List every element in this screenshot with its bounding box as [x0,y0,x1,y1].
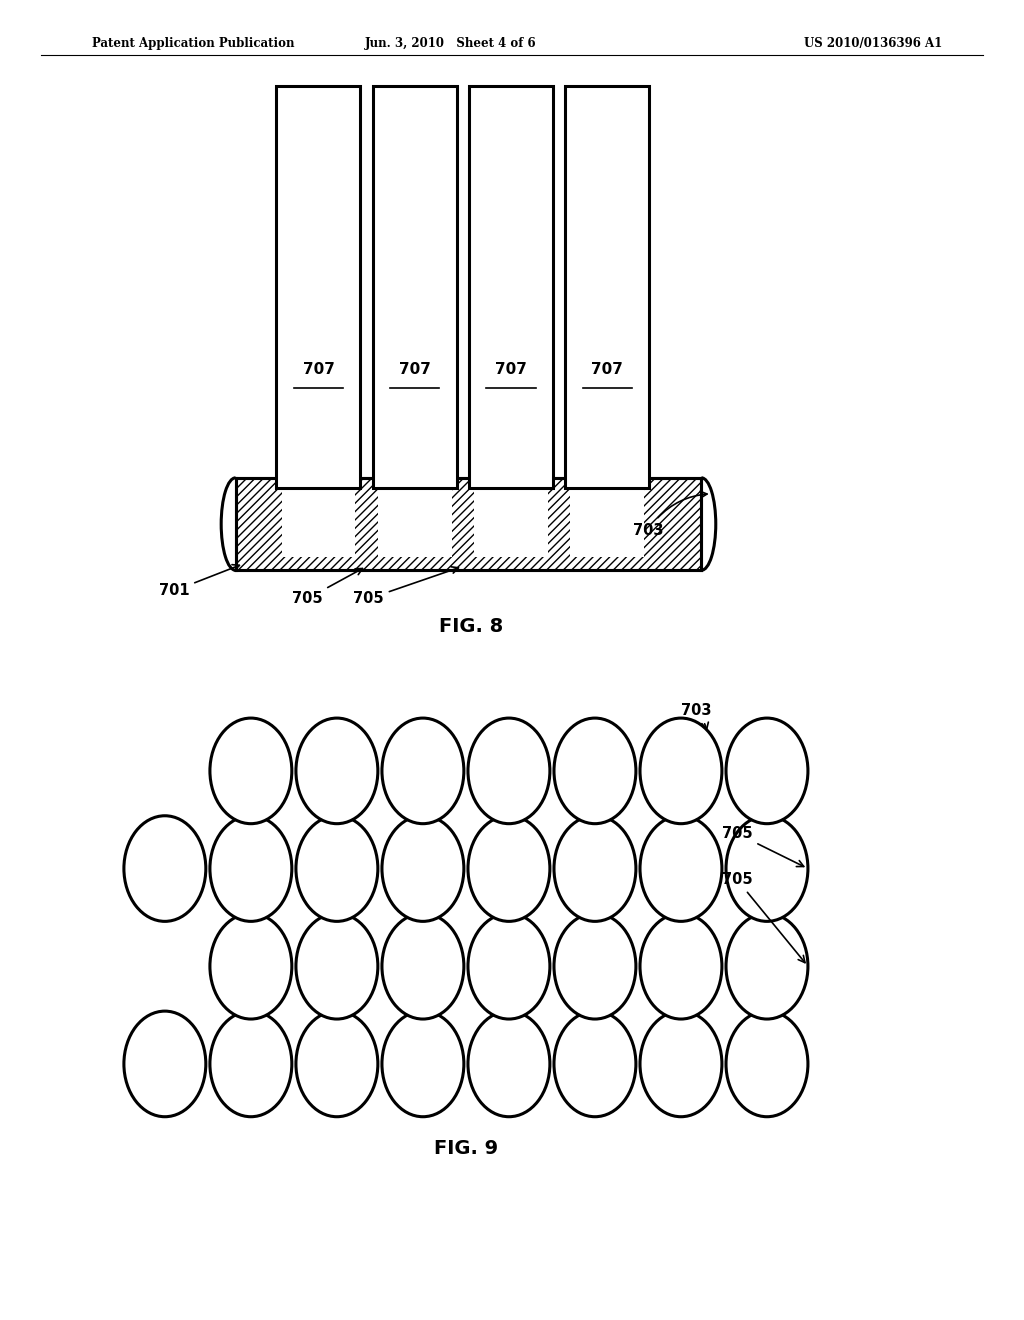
Circle shape [726,1011,808,1117]
Circle shape [210,1011,292,1117]
Circle shape [726,913,808,1019]
Circle shape [382,718,464,824]
Circle shape [726,816,808,921]
Bar [469,471,553,484]
Circle shape [554,816,636,921]
Circle shape [210,718,292,824]
Text: 705: 705 [353,566,459,606]
Bar [373,471,457,484]
Circle shape [468,1011,550,1117]
Bar [565,86,649,488]
Bar [565,471,649,484]
Text: 703: 703 [633,491,707,537]
Circle shape [296,718,378,824]
Circle shape [124,816,206,921]
Circle shape [382,913,464,1019]
Circle shape [468,718,550,824]
Circle shape [382,1011,464,1117]
Text: 705: 705 [292,569,362,606]
Circle shape [640,1011,722,1117]
Bar [378,475,452,557]
Circle shape [554,1011,636,1117]
Circle shape [640,718,722,824]
Circle shape [554,913,636,1019]
Text: 707: 707 [591,362,624,378]
Circle shape [468,816,550,921]
Circle shape [296,1011,378,1117]
Bar [282,475,355,557]
Circle shape [640,913,722,1019]
Bar [474,475,548,557]
Circle shape [726,718,808,824]
Text: FIG. 8: FIG. 8 [439,618,503,636]
Text: 705: 705 [722,826,804,866]
Circle shape [210,816,292,921]
Text: 705: 705 [722,873,805,962]
Circle shape [382,816,464,921]
Text: US 2010/0136396 A1: US 2010/0136396 A1 [804,37,942,50]
Text: Patent Application Publication: Patent Application Publication [92,37,295,50]
Text: Jun. 3, 2010   Sheet 4 of 6: Jun. 3, 2010 Sheet 4 of 6 [365,37,537,50]
Text: 707: 707 [495,362,527,378]
Text: 701: 701 [159,565,240,598]
Text: 707: 707 [302,362,335,378]
Text: FIG. 9: FIG. 9 [434,1139,498,1158]
Bar [373,86,457,488]
Bar [236,478,701,570]
Text: 703: 703 [681,704,712,730]
Circle shape [640,816,722,921]
Circle shape [468,913,550,1019]
Bar [276,86,360,488]
Bar [469,86,553,488]
Text: 707: 707 [398,362,431,378]
Bar [570,475,644,557]
Circle shape [296,913,378,1019]
Circle shape [124,1011,206,1117]
Bar [276,471,360,484]
Circle shape [554,718,636,824]
Circle shape [210,913,292,1019]
Circle shape [296,816,378,921]
